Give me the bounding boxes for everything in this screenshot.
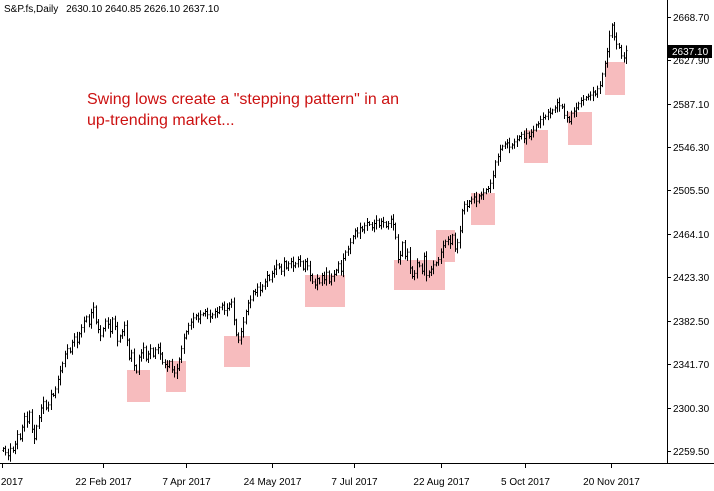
y-tick-label: 2587.10 [673, 100, 710, 111]
chart-symbol: S&P.fs,Daily [4, 4, 58, 15]
x-tick-label: Jan 2017 [0, 477, 24, 488]
x-tick-label: 24 May 2017 [244, 477, 302, 488]
y-tick-label: 2341.70 [673, 360, 710, 371]
swing-low-box [127, 370, 150, 402]
annotation-line-2: up-trending market... [87, 112, 235, 129]
chart-ohlc: 2630.10 2640.85 2626.10 2637.10 [66, 4, 219, 15]
x-tick-label: 20 Nov 2017 [583, 477, 640, 488]
last-price-value: 2637.10 [672, 47, 709, 58]
chart-header: S&P.fs,Daily 2630.10 2640.85 2626.10 263… [4, 4, 219, 15]
x-tick-label: 7 Jul 2017 [331, 477, 378, 488]
y-tick-label: 2668.70 [673, 13, 710, 24]
y-tick-label: 2259.50 [673, 447, 710, 458]
time-axis: Jan 2017 22 Feb 2017 7 Apr 2017 24 May 2017… [0, 463, 640, 488]
y-tick-label: 2423.30 [673, 273, 710, 284]
y-tick-label: 2627.90 [673, 56, 710, 67]
swing-low-box [166, 361, 186, 392]
y-tick-label: 2546.30 [673, 143, 710, 154]
swing-low-box [605, 62, 625, 95]
last-price-label: 2637.10 [668, 45, 712, 58]
swing-low-box [524, 130, 548, 163]
x-tick-label: 22 Feb 2017 [75, 477, 132, 488]
y-tick-label: 2382.50 [673, 317, 710, 328]
swing-low-box [224, 336, 250, 367]
annotation-line-1: Swing lows create a "stepping pattern" i… [87, 91, 399, 108]
price-axis: 2668.70 2627.90 2587.10 2546.30 2505.50 2464.… [667, 13, 710, 458]
x-tick-label: 22 Aug 2017 [413, 477, 470, 488]
y-tick-label: 2505.50 [673, 186, 710, 197]
candles [2, 21, 628, 462]
last-price-label-bg [668, 45, 712, 58]
x-tick-label: 5 Oct 2017 [501, 477, 550, 488]
y-tick-label: 2464.10 [673, 230, 710, 241]
x-tick-label: 7 Apr 2017 [162, 477, 211, 488]
y-tick-label: 2300.30 [673, 404, 710, 415]
